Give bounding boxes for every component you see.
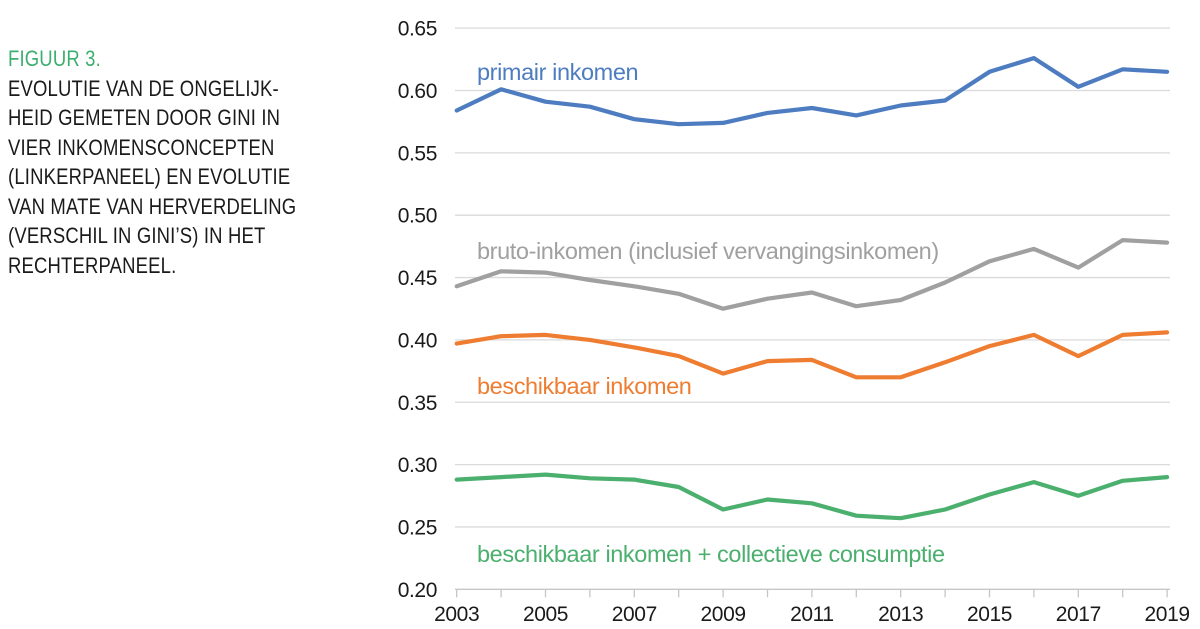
figure-caption-line: HEID GEMETEN DOOR GINI IN [8, 105, 281, 130]
series-label-bruto-inkomen-inclusief-vervangingsinkomen: bruto-inkomen (inclusief vervangingsinko… [477, 238, 939, 264]
x-axis-label-2013: 2013 [878, 603, 923, 626]
series-line-beschikbaar-inkomen-collectieve-consumptie [454, 472, 1170, 521]
series-line-bruto-inkomen-inclusief-vervangingsinkomen [454, 238, 1170, 311]
figure-caption-line: VIER INKOMENSCONCEPTEN [8, 134, 275, 160]
series-label-beschikbaar-inkomen: beschikbaar inkomen [477, 373, 691, 399]
x-axis-label-2017: 2017 [1056, 603, 1101, 626]
x-axis-label-2007: 2007 [612, 603, 657, 626]
y-axis-label-0.55: 0.55 [398, 142, 437, 165]
figure-caption-lines: EVOLUTIE VAN DE ONGELIJK- HEID GEMETEN DO… [8, 74, 344, 281]
y-axis-label-0.20: 0.20 [398, 579, 437, 602]
y-axis-label-0.30: 0.30 [398, 454, 437, 477]
y-axis-label-0.25: 0.25 [398, 516, 437, 539]
y-axis-label-0.40: 0.40 [398, 329, 437, 352]
x-axis-label-2003: 2003 [434, 603, 479, 626]
y-axis-label-0.50: 0.50 [398, 205, 437, 228]
figure-caption-line: EVOLUTIE VAN DE ONGELIJK- [8, 75, 279, 101]
x-axis-label-2015: 2015 [967, 603, 1012, 626]
series-label-primair-inkomen: primair inkomen [477, 59, 638, 85]
series-label-beschikbaar-inkomen-collectieve-consumptie: beschikbaar inkomen + collectieve consum… [477, 541, 945, 567]
x-axis-label-2011: 2011 [790, 603, 834, 626]
figure-caption-line: RECHTERPANEEL. [8, 252, 177, 278]
series-line-primair-inkomen [454, 55, 1170, 127]
series-line-beschikbaar-inkomen [454, 330, 1170, 380]
x-axis-label-2019: 2019 [1145, 603, 1190, 626]
figure-caption: FIGUUR 3. EVOLUTIE VAN DE ONGELIJK- HEID … [8, 44, 344, 280]
x-axis-label-2009: 2009 [701, 603, 746, 626]
y-axis-label-0.60: 0.60 [398, 80, 437, 103]
figure-label: FIGUUR 3. [8, 46, 101, 71]
y-axis-label-0.45: 0.45 [398, 267, 437, 290]
x-axis-label-2005: 2005 [523, 603, 568, 626]
y-axis-label-0.35: 0.35 [398, 392, 437, 415]
figure-caption-line: (LINKERPANEEL) EN EVOLUTIE [8, 164, 291, 189]
figure-caption-line: VAN MATE VAN HERVERDELING [8, 193, 297, 219]
figure-caption-line: (VERSCHIL IN GINI’S) IN HET [8, 223, 266, 248]
y-axis-label-0.65: 0.65 [398, 18, 437, 41]
